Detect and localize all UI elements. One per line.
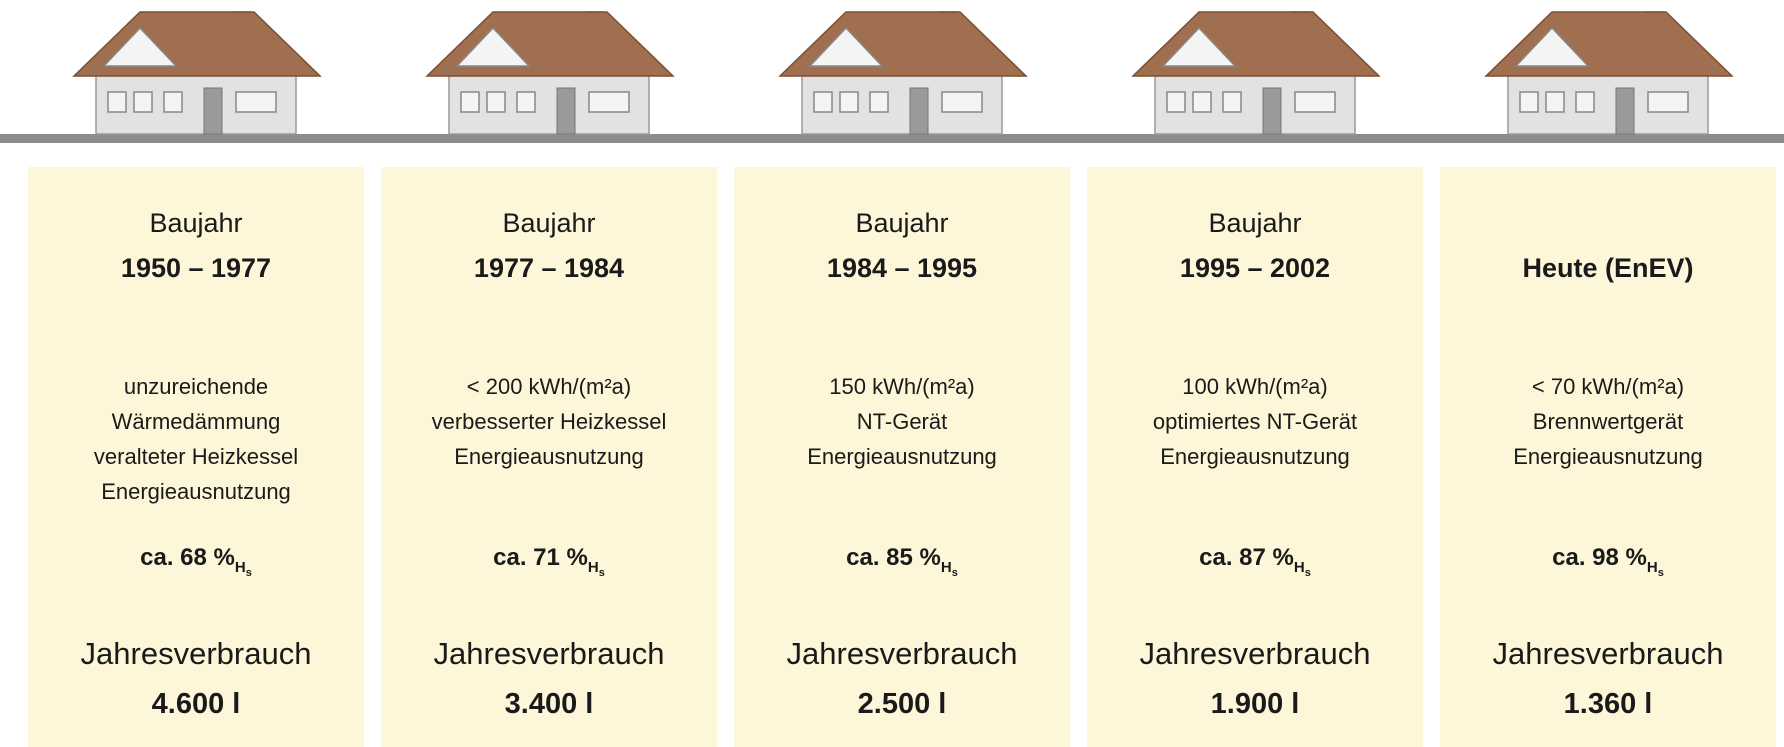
- window: [1222, 91, 1242, 113]
- efficiency-index: H: [1294, 559, 1305, 576]
- description-line: verbesserter Heizkessel: [432, 409, 667, 434]
- door: [203, 87, 223, 135]
- window: [107, 91, 127, 113]
- period: 1984 – 1995: [827, 253, 977, 283]
- door: [1615, 87, 1635, 135]
- window: [869, 91, 889, 113]
- description-line: NT-Gerät: [857, 409, 947, 434]
- window: [235, 91, 277, 113]
- efficiency-value: ca. 87 %: [1199, 544, 1294, 571]
- description-line: 150 kWh/(m²a): [829, 374, 974, 399]
- window: [1575, 91, 1595, 113]
- description-line: Energieausnutzung: [454, 444, 644, 469]
- consumption-label: Jahresverbrauch: [1493, 636, 1724, 671]
- efficiency-value: ca. 68 %: [140, 544, 235, 571]
- window: [588, 91, 630, 113]
- window: [813, 91, 833, 113]
- gable: [1161, 26, 1237, 67]
- period: 1977 – 1984: [474, 253, 624, 283]
- description-line: Energieausnutzung: [101, 479, 291, 504]
- consumption: 2.500 l: [858, 688, 947, 720]
- window: [516, 91, 536, 113]
- panel: [734, 167, 1070, 747]
- description-line: veralteter Heizkessel: [94, 444, 298, 469]
- consumption: 3.400 l: [505, 688, 594, 720]
- description-line: Energieausnutzung: [1513, 444, 1703, 469]
- consumption: 1.360 l: [1564, 688, 1653, 720]
- door: [1262, 87, 1282, 135]
- window: [133, 91, 153, 113]
- window: [941, 91, 983, 113]
- house: [425, 11, 675, 135]
- window: [460, 91, 480, 113]
- consumption-label: Jahresverbrauch: [81, 636, 312, 671]
- efficiency: ca. 98 %Hs: [1552, 544, 1664, 579]
- gable: [1514, 26, 1590, 67]
- window: [163, 91, 183, 113]
- window: [1647, 91, 1689, 113]
- description-line: Energieausnutzung: [807, 444, 997, 469]
- efficiency-index: H: [941, 559, 952, 576]
- efficiency: ca. 71 %Hs: [493, 544, 605, 579]
- period-label: Baujahr: [1208, 208, 1301, 238]
- house: [1131, 11, 1381, 135]
- consumption-label: Jahresverbrauch: [1140, 636, 1371, 671]
- gable: [102, 26, 178, 67]
- efficiency-index-sub: s: [599, 567, 605, 579]
- consumption-label: Jahresverbrauch: [787, 636, 1018, 671]
- description-line: < 200 kWh/(m²a): [467, 374, 631, 399]
- description-line: 100 kWh/(m²a): [1182, 374, 1327, 399]
- window: [1294, 91, 1336, 113]
- door: [909, 87, 929, 135]
- efficiency: ca. 68 %Hs: [140, 544, 252, 579]
- consumption: 4.600 l: [152, 688, 241, 720]
- efficiency-index: H: [1647, 559, 1658, 576]
- efficiency-index: H: [235, 559, 246, 576]
- consumption-label: Jahresverbrauch: [434, 636, 665, 671]
- efficiency-index-sub: s: [952, 567, 958, 579]
- efficiency: ca. 87 %Hs: [1199, 544, 1311, 579]
- window: [839, 91, 859, 113]
- period-label: Baujahr: [149, 208, 242, 238]
- efficiency-index-sub: s: [1305, 567, 1311, 579]
- period: Heute (EnEV): [1522, 253, 1693, 283]
- window: [486, 91, 506, 113]
- efficiency-value: ca. 85 %: [846, 544, 941, 571]
- house: [72, 11, 322, 135]
- house: [1484, 11, 1734, 135]
- gable: [808, 26, 884, 67]
- period: 1995 – 2002: [1180, 253, 1330, 283]
- window: [1166, 91, 1186, 113]
- door: [556, 87, 576, 135]
- period-label: Baujahr: [502, 208, 595, 238]
- panel: [1440, 167, 1776, 747]
- period: 1950 – 1977: [121, 253, 271, 283]
- period-label: Baujahr: [855, 208, 948, 238]
- panel: [28, 167, 364, 747]
- window: [1519, 91, 1539, 113]
- efficiency-value: ca. 71 %: [493, 544, 588, 571]
- efficiency-value: ca. 98 %: [1552, 544, 1647, 571]
- gable: [455, 26, 531, 67]
- efficiency-index-sub: s: [246, 567, 252, 579]
- description-line: optimiertes NT-Gerät: [1153, 409, 1357, 434]
- ground-line: [0, 134, 1784, 143]
- efficiency: ca. 85 %Hs: [846, 544, 958, 579]
- description-line: < 70 kWh/(m²a): [1532, 374, 1684, 399]
- house: [778, 11, 1028, 135]
- panel: [1087, 167, 1423, 747]
- description-line: Brennwertgerät: [1533, 409, 1683, 434]
- description-line: Energieausnutzung: [1160, 444, 1350, 469]
- description-line: Wärmedämmung: [112, 409, 281, 434]
- window: [1545, 91, 1565, 113]
- efficiency-index: H: [588, 559, 599, 576]
- window: [1192, 91, 1212, 113]
- consumption: 1.900 l: [1211, 688, 1300, 720]
- efficiency-index-sub: s: [1658, 567, 1664, 579]
- description-line: unzureichende: [124, 374, 268, 399]
- panel: [381, 167, 717, 747]
